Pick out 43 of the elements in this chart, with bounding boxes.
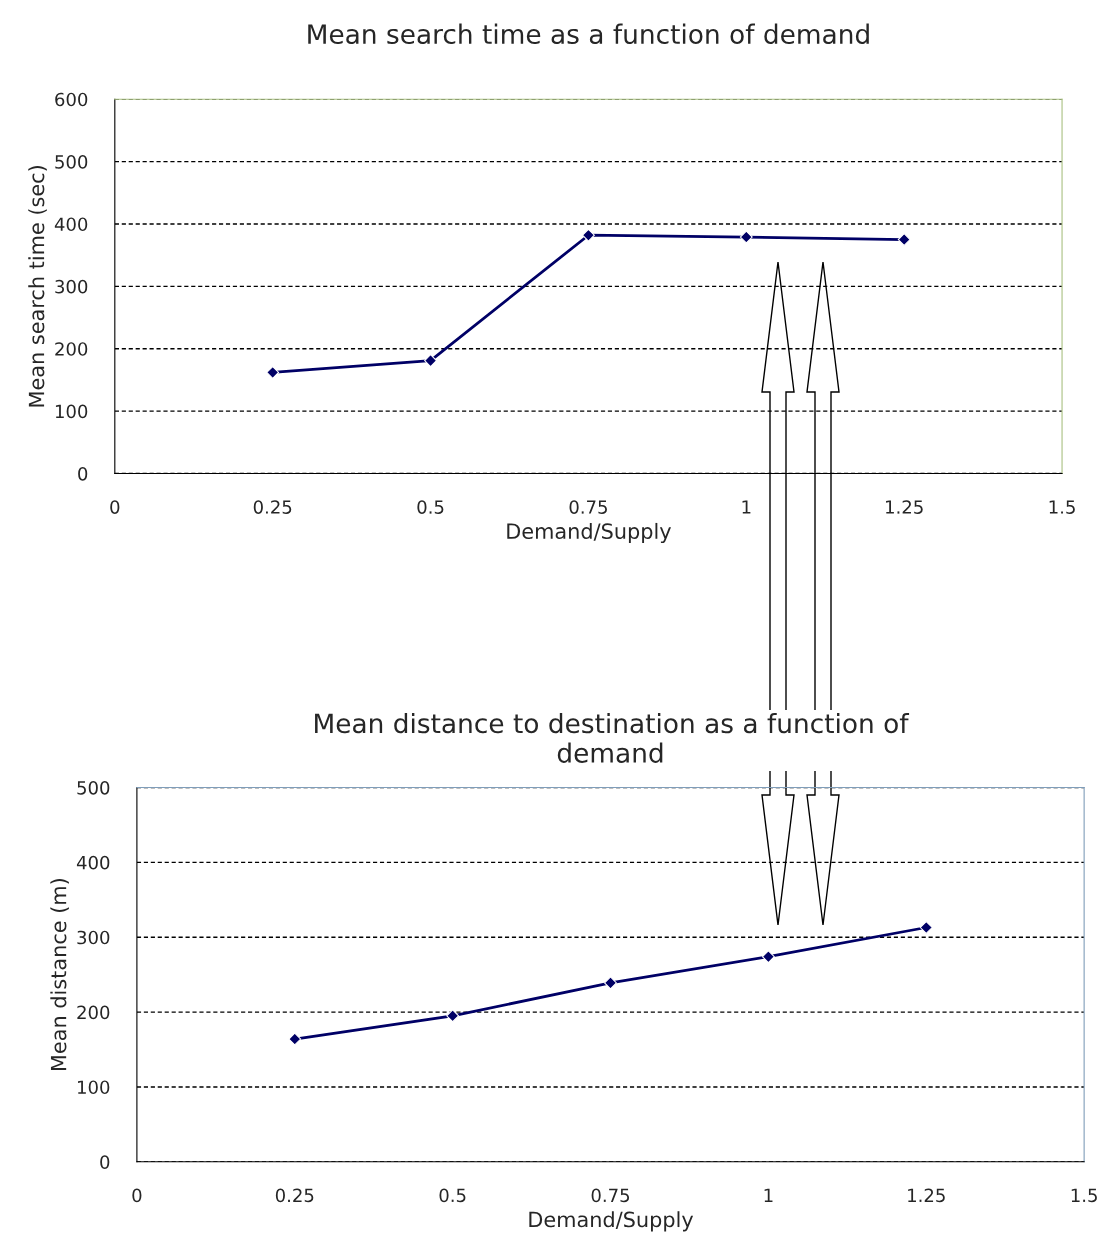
- y-axis-title: Mean search time (sec): [28, 166, 47, 407]
- chart-title: Mean distance to destination as a function of demand: [315, 712, 910, 763]
- point: [761, 950, 775, 964]
- point: [604, 976, 617, 990]
- y-axis-title: Mean distance (m): [50, 879, 69, 1071]
- x-tick-label: 1.5: [1049, 500, 1075, 514]
- point: [266, 366, 280, 379]
- x-tick-label: 0.5: [417, 500, 444, 514]
- y-tick-label: 400: [76, 855, 110, 870]
- x-tick-label: 0.5: [439, 1188, 466, 1203]
- y-tick-label: 0: [100, 1155, 110, 1169]
- point: [582, 228, 595, 242]
- point: [919, 921, 933, 934]
- y-tick-label: 300: [55, 279, 88, 294]
- x-tick-label: 0: [132, 1188, 142, 1203]
- chart-title: Mean search time as a function of demand: [308, 23, 869, 45]
- y-tick-label: 400: [54, 217, 88, 232]
- point: [424, 354, 437, 368]
- x-tick-label: 1: [742, 500, 751, 514]
- x-tick-label: 0.75: [569, 500, 607, 514]
- point: [288, 1032, 302, 1046]
- x-tick-label: 0.75: [591, 1188, 630, 1203]
- x-axis-title: Demand/Supply: [507, 522, 671, 544]
- y-tick-label: 100: [78, 1080, 110, 1095]
- x-tick-label: 0.25: [275, 1188, 314, 1203]
- x-tick-label: 1.5: [1071, 1188, 1097, 1203]
- point: [446, 1009, 460, 1023]
- y-tick-label: 200: [55, 342, 88, 356]
- y-tick-label: 100: [55, 404, 88, 419]
- x-tick-label: 0: [110, 500, 120, 514]
- x-tick-label: 1.25: [908, 1188, 945, 1203]
- x-tick-label: 1.25: [886, 500, 923, 514]
- x-tick-label: 1: [764, 1188, 773, 1202]
- y-tick-label: 500: [55, 155, 88, 169]
- y-tick-label: 0: [78, 466, 88, 481]
- x-tick-label: 0.25: [253, 500, 292, 514]
- y-tick-label: 200: [77, 1005, 110, 1020]
- y-tick-label: 300: [77, 930, 110, 945]
- x-axis-title: Demand/Supply: [529, 1211, 694, 1232]
- y-tick-label: 500: [77, 780, 110, 795]
- point: [739, 230, 753, 244]
- y-tick-label: 600: [55, 92, 88, 107]
- point: [897, 233, 911, 246]
